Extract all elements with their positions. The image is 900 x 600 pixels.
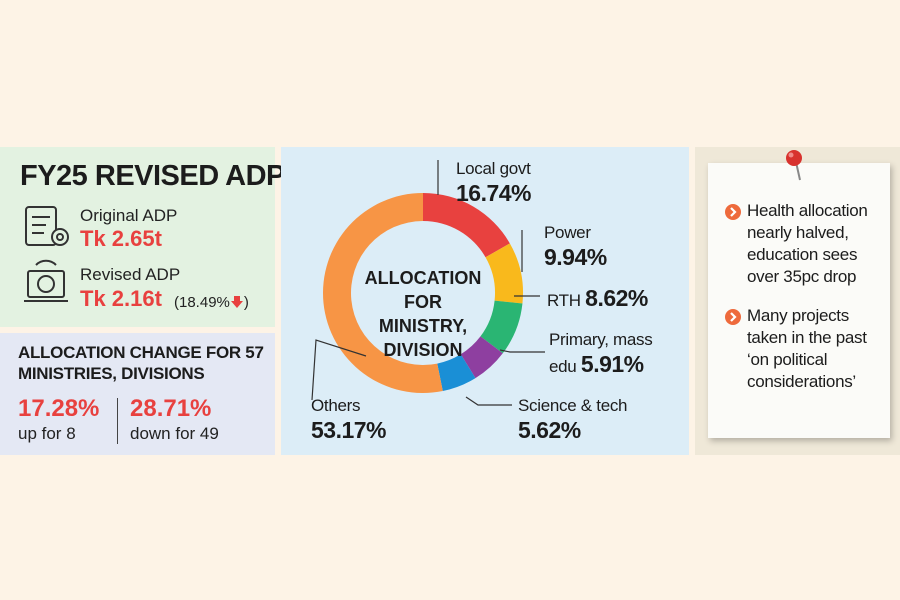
down-label: down for 49 <box>130 424 219 443</box>
change-panel <box>0 333 275 455</box>
category-label: Primary, mass edu <box>549 330 653 376</box>
donut-segment <box>322 193 443 393</box>
bullet-icon <box>725 309 741 325</box>
bullet-icon <box>725 204 741 220</box>
category-label: RTH <box>547 291 581 310</box>
segment-label: Power 9.94% <box>544 221 654 269</box>
divider <box>117 398 118 444</box>
pin <box>786 150 802 181</box>
change-value: (18.49% <box>174 294 230 311</box>
change-text: (18.49%) <box>174 294 249 311</box>
bullet-text: Many projects taken in the past ‘on poli… <box>747 306 867 391</box>
segment-label: Others 53.17% <box>311 394 421 442</box>
donut-segment <box>460 336 503 379</box>
revised-label: Revised ADP <box>80 265 181 284</box>
adp-icons <box>24 206 69 302</box>
segment-label: Science & tech 5.62% <box>518 394 638 445</box>
adp-title: FY25 REVISED ADP <box>20 160 285 192</box>
revised-value: Tk 2.16t <box>80 286 162 311</box>
leader-line <box>499 349 545 353</box>
segment-label: RTH 8.62% <box>547 286 687 313</box>
change-close: ) <box>243 294 249 311</box>
segment-label: Primary, mass edu 5.91% <box>549 328 669 379</box>
value-label: 5.62% <box>518 417 581 443</box>
up-value: 17.28% <box>18 395 100 422</box>
category-label: Local govt <box>456 159 531 178</box>
leader-line <box>465 396 512 406</box>
segment-label: Local govt 16.74% <box>456 157 566 205</box>
value-label: 5.91% <box>580 351 644 377</box>
donut-segment <box>437 354 476 392</box>
value-label: 8.62% <box>585 285 648 311</box>
change-title: ALLOCATION CHANGE FOR 57 MINISTRIES, DIV… <box>18 343 264 383</box>
original-label: Original ADP <box>80 206 178 225</box>
value-label: 53.17% <box>311 417 387 443</box>
value-label: 9.94% <box>544 244 607 270</box>
leader-line <box>311 339 367 401</box>
down-value: 28.71% <box>130 395 212 422</box>
donut-segment <box>423 193 510 258</box>
donut-segment <box>480 300 523 354</box>
category-label: Others <box>311 396 361 415</box>
original-value: Tk 2.65t <box>80 226 162 251</box>
value-label: 16.74% <box>456 180 532 206</box>
donut-segment <box>485 243 523 304</box>
chart-title: ALLOCATION FOR MINISTRY, DIVISION <box>364 268 482 360</box>
category-label: Science & tech <box>518 396 628 415</box>
bullet-text: Health allocation nearly halved, educati… <box>747 201 868 286</box>
category-label: Power <box>544 223 591 242</box>
up-label: up for 8 <box>18 424 76 443</box>
down-arrow <box>230 296 243 308</box>
